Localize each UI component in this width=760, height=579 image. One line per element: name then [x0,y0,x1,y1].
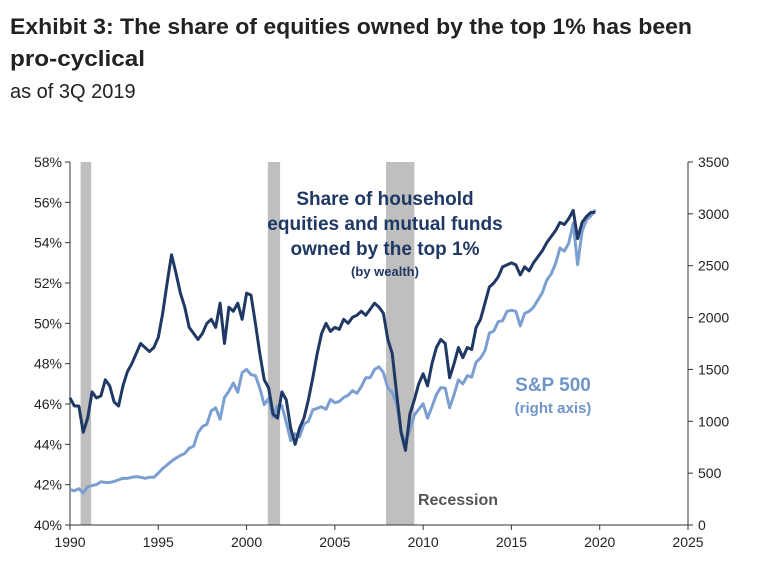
y2-tick-label: 3500 [698,154,729,170]
x-tick-label: 2025 [672,534,703,550]
recession-band [267,162,281,525]
chart-subtitle: as of 3Q 2019 [10,81,136,103]
y-tick-label: 54% [34,235,62,251]
x-tick-label: 2010 [408,534,439,550]
x-tick-label: 1995 [143,534,174,550]
y-tick-label: 58% [34,154,62,170]
annotation: Share of household [296,189,473,210]
annotation: S&P 500 [515,375,591,396]
y2-tick-label: 2500 [698,258,729,274]
y-tick-label: 40% [34,517,62,533]
x-tick-label: 2020 [584,534,615,550]
x-tick-label: 2000 [231,534,262,550]
y2-tick-label: 1500 [698,361,729,377]
y-tick-label: 46% [34,396,62,412]
x-tick-label: 2015 [496,534,527,550]
plot-area: 40% 42% 44% 46% 48% 50% 52% 54% 56% 58% 0 500 1000 15… [34,154,729,550]
y2-tick-label: 0 [698,517,706,533]
annotation: equities and mutual funds [267,214,502,235]
annotation: Recession [418,492,498,509]
y2-tick-label: 3000 [698,206,729,222]
chart-title: pro-cyclical [10,46,145,71]
recession-band [80,162,92,525]
recession-band [386,162,415,525]
chart-title: Exhibit 3: The share of equities owned b… [10,14,692,39]
y2-tick-label: 2000 [698,310,729,326]
x-tick-label: 2005 [319,534,350,550]
y-tick-label: 48% [34,356,62,372]
annotation: (by wealth) [351,264,419,279]
y2-tick-label: 1000 [698,413,729,429]
y-tick-label: 56% [34,194,62,210]
y-tick-label: 50% [34,315,62,331]
series-line [68,208,596,452]
annotation: owned by the top 1% [291,239,480,260]
y2-tick-label: 500 [698,465,722,481]
y-tick-label: 44% [34,436,62,452]
y-tick-label: 52% [34,275,62,291]
y-tick-label: 42% [34,477,62,493]
x-tick-label: 1990 [54,534,85,550]
series-line [69,208,597,495]
annotation: (right axis) [515,400,592,417]
